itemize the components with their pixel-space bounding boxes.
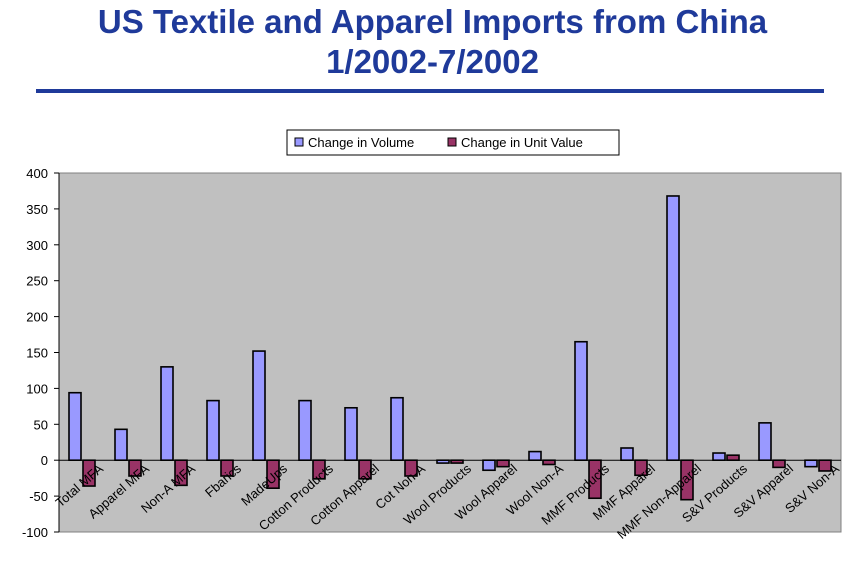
bar-change-in-unit-value — [82, 459, 96, 487]
bar-change-in-volume — [252, 350, 266, 461]
bar-change-in-volume — [528, 450, 542, 462]
bar-change-in-volume — [758, 422, 772, 462]
y-tick-label: 0 — [41, 453, 48, 468]
bar-change-in-unit-value — [358, 459, 372, 480]
legend-swatch — [294, 137, 304, 147]
bar-change-in-unit-value — [772, 459, 786, 469]
y-tick-label: -100 — [22, 525, 48, 540]
bar-change-in-volume — [344, 406, 358, 462]
bar-change-in-unit-value — [128, 459, 142, 477]
bar-change-in-volume — [620, 447, 634, 461]
bars — [68, 195, 832, 501]
bar-change-in-volume — [160, 366, 174, 461]
bar-change-in-volume — [666, 195, 680, 461]
y-axis: 400 350 300 250 200 150 100 50 0 -50 -100 — [22, 166, 841, 540]
bar-change-in-volume — [114, 428, 128, 461]
y-tick-label: 150 — [26, 346, 48, 361]
bar-change-in-volume — [712, 452, 726, 461]
legend-label: Change in Volume — [308, 135, 414, 150]
y-tick-label: 250 — [26, 274, 48, 289]
chart-title-line2: 1/2002-7/2002 — [326, 43, 539, 80]
bar-change-in-unit-value — [726, 454, 740, 462]
chart-title: US Textile and Apparel Imports from Chin… — [0, 2, 865, 82]
bar-change-in-unit-value — [680, 459, 694, 501]
legend-label: Change in Unit Value — [461, 135, 583, 150]
bar-change-in-unit-value — [634, 459, 648, 477]
bar-change-in-unit-value — [450, 459, 464, 464]
y-tick-label: 100 — [26, 381, 48, 396]
title-underline — [36, 89, 824, 93]
y-tick-label: 300 — [26, 238, 48, 253]
bar-change-in-volume — [206, 399, 220, 461]
bar-change-in-unit-value — [588, 459, 602, 500]
bar-change-in-volume — [482, 459, 496, 472]
bar-change-in-unit-value — [174, 459, 188, 487]
bar-change-in-unit-value — [818, 459, 832, 472]
bar-change-in-unit-value — [312, 459, 326, 480]
legend: Change in Volume Change in Unit Value — [286, 129, 620, 156]
bar-change-in-volume — [804, 459, 818, 468]
plot-background — [58, 172, 842, 533]
chart-title-line1: US Textile and Apparel Imports from Chin… — [97, 3, 768, 40]
y-tick-label: -50 — [29, 489, 48, 504]
bar-change-in-volume — [390, 396, 404, 462]
y-tick-label: 50 — [34, 417, 48, 432]
bar-change-in-volume — [436, 459, 450, 464]
y-tick-label: 400 — [26, 166, 48, 181]
bar-change-in-unit-value — [220, 459, 234, 477]
bar-change-in-unit-value — [542, 459, 556, 466]
bar-change-in-unit-value — [266, 459, 280, 490]
bar-change-in-volume — [298, 399, 312, 461]
legend-swatch — [447, 137, 457, 147]
y-tick-label: 200 — [26, 310, 48, 325]
bar-change-in-unit-value — [404, 459, 418, 477]
y-tick-label: 350 — [26, 202, 48, 217]
bar-change-in-volume — [68, 391, 82, 462]
plot-area — [58, 172, 842, 533]
bar-change-in-volume — [574, 340, 588, 462]
bar-change-in-unit-value — [496, 459, 510, 468]
